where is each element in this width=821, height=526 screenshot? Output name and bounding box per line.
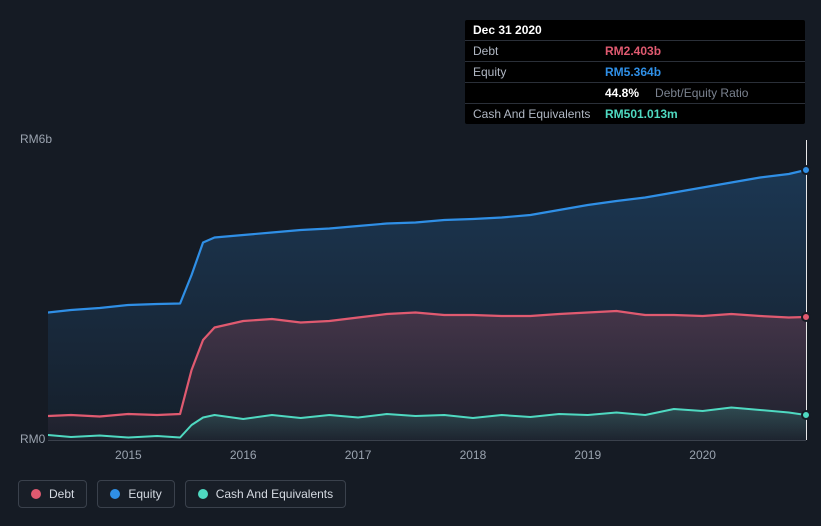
chart-container: Dec 31 2020 Debt RM2.403b Equity RM5.364b 44… <box>0 0 821 526</box>
tooltip-row-label: Debt <box>473 44 595 58</box>
series-end-dot-cash <box>801 410 811 420</box>
tooltip-panel: Dec 31 2020 Debt RM2.403b Equity RM5.364b 44… <box>465 20 805 124</box>
legend-label: Debt <box>49 487 74 501</box>
tooltip-row-label: Cash And Equivalents <box>473 107 595 121</box>
legend: Debt Equity Cash And Equivalents <box>18 480 346 508</box>
tooltip-row-value: RM501.013m <box>605 107 678 121</box>
legend-item-cash[interactable]: Cash And Equivalents <box>185 480 346 508</box>
tooltip-row: 44.8% Debt/Equity Ratio <box>465 83 805 104</box>
x-tick-label: 2015 <box>115 448 142 462</box>
series-end-dot-debt <box>801 312 811 322</box>
legend-label: Equity <box>128 487 161 501</box>
tooltip-row: Cash And Equivalents RM501.013m <box>465 104 805 124</box>
tooltip-row-value: RM5.364b <box>605 65 661 79</box>
x-tick-label: 2020 <box>689 448 716 462</box>
tooltip-title: Dec 31 2020 <box>473 23 542 37</box>
legend-label: Cash And Equivalents <box>216 487 333 501</box>
legend-swatch <box>110 489 120 499</box>
tooltip-row-value: 44.8% <box>605 86 639 100</box>
legend-swatch <box>198 489 208 499</box>
x-tick-label: 2017 <box>345 448 372 462</box>
tooltip-row-label: Equity <box>473 65 595 79</box>
tooltip-row-suffix: Debt/Equity Ratio <box>655 86 748 100</box>
x-axis-baseline <box>48 440 806 441</box>
cursor-line <box>806 140 807 440</box>
y-tick-label: RM0 <box>20 432 45 446</box>
legend-swatch <box>31 489 41 499</box>
tooltip-row-value: RM2.403b <box>605 44 661 58</box>
x-tick-label: 2019 <box>574 448 601 462</box>
x-tick-label: 2018 <box>460 448 487 462</box>
legend-item-equity[interactable]: Equity <box>97 480 174 508</box>
x-tick-label: 2016 <box>230 448 257 462</box>
tooltip-row: Debt RM2.403b <box>465 41 805 62</box>
series-end-dot-equity <box>801 165 811 175</box>
chart-plot[interactable] <box>48 140 806 440</box>
tooltip-row: Equity RM5.364b <box>465 62 805 83</box>
legend-item-debt[interactable]: Debt <box>18 480 87 508</box>
